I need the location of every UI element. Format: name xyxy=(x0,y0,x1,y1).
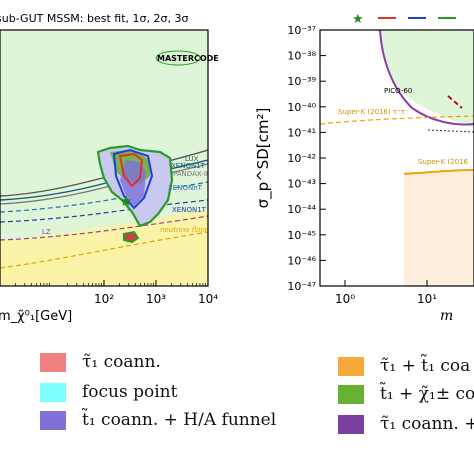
right-panel: PICO-60 Super-K (2016) τ⁺τ⁻ Super-K (201… xyxy=(254,12,474,324)
legend-label: τ̃₁ + t̃₁ coa xyxy=(380,356,471,376)
allowed-region-2sigma xyxy=(112,148,154,210)
legend-label: focus point xyxy=(82,382,178,402)
right-x-label-partial: m xyxy=(440,308,453,324)
stop-funnel-region xyxy=(120,160,146,206)
y-tick-label: 10⁻⁴¹ xyxy=(287,126,316,139)
xenonnt-curve xyxy=(0,181,208,213)
neutrino-floor-label: neutrino floor xyxy=(160,226,209,234)
legend-swatch xyxy=(338,414,364,434)
x-tick-label: 10³ xyxy=(146,292,166,306)
x-tick-label: 10¹ xyxy=(417,292,437,306)
legend-label: τ̃₁ coann. xyxy=(82,352,161,372)
left-x-ticks: 10² 10³ 10⁴ xyxy=(15,280,218,306)
mastercode-logo: MASTERCODE xyxy=(155,50,219,66)
legend-item: τ̃₁ + t̃₁ coa xyxy=(338,356,470,376)
y-tick-label: 10⁻⁴⁷ xyxy=(287,280,316,293)
red-dashed-segment xyxy=(447,95,463,109)
y-tick-label: 10⁻³⁹ xyxy=(287,75,316,88)
legend-item: τ̃₁ coann. xyxy=(40,352,161,372)
y-tick-label: 10⁻⁴⁰ xyxy=(287,101,316,114)
legend-item: focus point xyxy=(40,382,177,402)
right-y-label: σ_p^SD[cm²] xyxy=(254,108,273,209)
xenonnt-label: XENONnT xyxy=(168,184,203,192)
legend-item: t̃₁ coann. + H/A funnel xyxy=(40,410,276,430)
best-fit-star: ★ xyxy=(119,192,132,210)
y-tick-label: 10⁻⁴⁶ xyxy=(287,254,316,267)
allowed-region-1sigma xyxy=(118,152,144,188)
right-y-ticks: 10⁻³⁷ 10⁻³⁸ 10⁻³⁹ 10⁻⁴⁰ 10⁻⁴¹ 10⁻⁴² 10⁻⁴³ 10⁻⁴⁴… xyxy=(287,24,326,293)
y-tick-label: 10⁻⁴⁵ xyxy=(287,229,316,242)
legend-swatch xyxy=(338,356,364,376)
superk-tau-curve xyxy=(320,115,474,125)
lz-curve xyxy=(0,215,208,241)
xenon1t-projection-curve xyxy=(0,199,208,223)
lz-label: LZ xyxy=(42,228,51,236)
allowed-island xyxy=(123,230,140,244)
lux-label: LUX xyxy=(185,155,199,163)
neutrino-floor-curve xyxy=(0,231,208,269)
pandax-label: PANDAX-II xyxy=(173,170,208,178)
y-tick-label: 10⁻³⁸ xyxy=(287,50,316,63)
logo-text: MASTERCODE xyxy=(157,54,219,63)
x-tick-label: 10⁴ xyxy=(198,292,218,306)
legend-item: t̃₁ + χ̃₁± co xyxy=(338,384,474,404)
left-x-label: m_χ̃⁰₁[GeV] xyxy=(0,309,72,324)
superk-tau-label: Super-K (2016) τ⁺τ⁻ xyxy=(338,108,409,116)
y-tick-label: 10⁻⁴² xyxy=(287,152,316,165)
superk-region xyxy=(404,172,474,286)
xenon1t-proj-label: XENON1T xyxy=(172,206,207,214)
superk-label: Super-K (2016 xyxy=(418,158,468,166)
legend-label: t̃₁ + χ̃₁± co xyxy=(380,384,474,404)
legend-swatch xyxy=(40,382,66,402)
left-panel: sub-GUT MSSM: best fit, 1σ, 2σ, 3σ ★ M xyxy=(0,12,219,324)
y-tick-label: 10⁻³⁷ xyxy=(287,24,316,37)
xenon1t-label: XENON1T xyxy=(171,162,206,170)
legend-label: τ̃₁ coann. + xyxy=(380,414,474,434)
pico-curve xyxy=(379,30,474,126)
y-tick-label: 10⁻⁴³ xyxy=(287,178,316,191)
legend-label: t̃₁ coann. + H/A funnel xyxy=(82,410,277,430)
right-x-ticks: 10⁰ 10¹ xyxy=(335,280,437,306)
legend-item: τ̃₁ coann. + xyxy=(338,414,474,434)
left-title: sub-GUT MSSM: best fit, 1σ, 2σ, 3σ xyxy=(0,12,188,25)
y-tick-label: 10⁻⁴⁴ xyxy=(287,203,316,216)
pico-excluded-region xyxy=(320,30,474,128)
legend-swatch xyxy=(40,410,66,430)
legend-swatch xyxy=(338,384,364,404)
x-tick-label: 10² xyxy=(94,292,114,306)
superk-curve xyxy=(403,169,474,175)
pico-label: PICO-60 xyxy=(384,87,412,95)
neutrino-floor-region xyxy=(0,210,208,286)
top-legend-star: ★ xyxy=(352,12,364,27)
legend-swatch xyxy=(40,352,66,372)
x-tick-label: 10⁰ xyxy=(335,292,355,306)
